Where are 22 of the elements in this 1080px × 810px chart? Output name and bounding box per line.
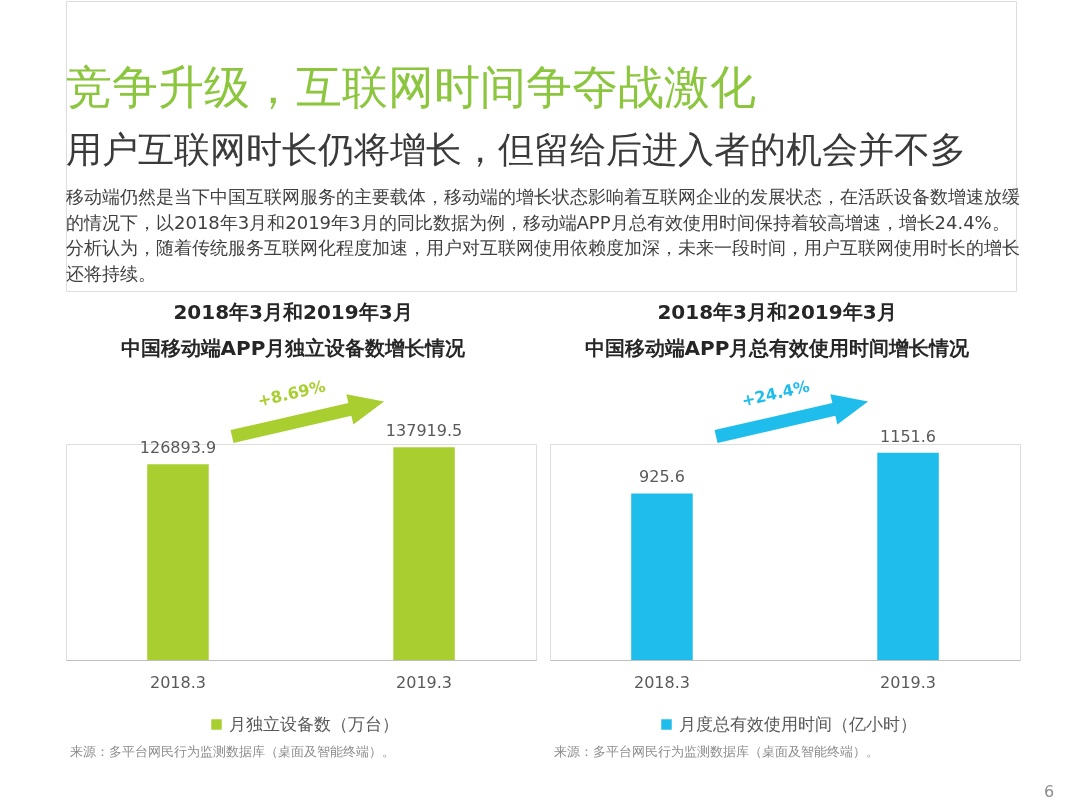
chart-title: 2018年3月和2019年3月 [657, 300, 897, 324]
x-tick-label: 2019.3 [396, 672, 453, 692]
data-label: 1151.6 [880, 426, 937, 446]
data-label: 925.6 [639, 467, 685, 487]
legend-label: 月独立设备数（万台） [229, 713, 399, 734]
data-label: 137919.5 [385, 421, 463, 441]
text: +8.69% [255, 376, 328, 411]
chart-subtitle: 中国移动端APP月总有效使用时间增长情况 [584, 336, 971, 360]
x-tick-label: 2018.3 [633, 672, 690, 692]
text: 用户互联网时长仍将增长，但留给后进入者的机会并不多 [66, 129, 966, 170]
x-tick-label: 2018.3 [149, 672, 206, 692]
data-label: 126893.9 [139, 438, 217, 458]
text: 6 [1043, 782, 1055, 801]
source-note: 来源：多平台网民行为监测数据库（桌面及智能终端）。 [70, 744, 395, 759]
chart-title: 2018年3月和2019年3月 [173, 300, 413, 324]
source-note: 来源：多平台网民行为监测数据库（桌面及智能终端）。 [554, 744, 879, 759]
chart-subtitle: 中国移动端APP月独立设备数增长情况 [120, 336, 467, 360]
legend-label: 月度总有效使用时间（亿小时） [679, 713, 917, 734]
text: 移动端仍然是当下中国互联网服务的主要载体，移动端的增长状态影响着互联网企业的发展状态，在活跃设备数增速放缓的情况下，以2018年3月和2019年3月的同比数据为例，移动端APP月总有效使用时间保持着较高增速，增长24.4%。分析认为，随着传统服务互联网化程度加速，用户对互联网使用依赖度加深，未来一段时间，用户互联网使用时长的增长还将持续。 [66, 186, 1020, 284]
text: 竞争升级，互联网时间争夺战激化 [66, 60, 756, 114]
text: +24.4% [739, 376, 812, 411]
x-tick-label: 2019.3 [880, 672, 937, 692]
